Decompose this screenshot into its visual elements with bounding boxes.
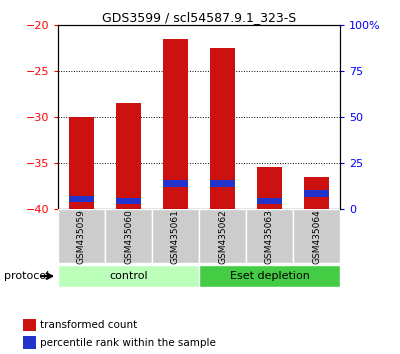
Bar xyxy=(68,196,94,202)
Bar xyxy=(23,336,36,349)
Text: percentile rank within the sample: percentile rank within the sample xyxy=(40,338,216,348)
Text: Eset depletion: Eset depletion xyxy=(230,270,310,281)
Bar xyxy=(116,103,142,209)
Text: GSM435061: GSM435061 xyxy=(171,209,180,264)
Bar xyxy=(304,190,330,197)
Bar xyxy=(293,210,340,263)
Text: GSM435059: GSM435059 xyxy=(77,209,86,264)
Bar xyxy=(246,210,293,263)
Text: GSM435063: GSM435063 xyxy=(265,209,274,264)
Text: GSM435060: GSM435060 xyxy=(124,209,133,264)
Bar xyxy=(162,180,188,187)
Bar xyxy=(116,198,142,204)
Bar xyxy=(210,180,236,187)
Bar xyxy=(105,210,152,263)
Text: GSM435062: GSM435062 xyxy=(218,209,227,264)
Text: GSM435064: GSM435064 xyxy=(312,209,321,264)
Bar xyxy=(256,167,282,209)
Text: transformed count: transformed count xyxy=(40,320,137,330)
Bar xyxy=(23,319,36,331)
Bar xyxy=(58,265,199,287)
Bar xyxy=(58,210,105,263)
Bar xyxy=(210,48,236,209)
Title: GDS3599 / scl54587.9.1_323-S: GDS3599 / scl54587.9.1_323-S xyxy=(102,11,296,24)
Bar xyxy=(199,265,340,287)
Bar xyxy=(68,117,94,209)
Bar xyxy=(162,39,188,209)
Bar xyxy=(304,177,330,209)
Text: protocol: protocol xyxy=(4,271,49,281)
Bar xyxy=(199,210,246,263)
Bar xyxy=(256,198,282,204)
Bar xyxy=(152,210,199,263)
Text: control: control xyxy=(109,270,148,281)
